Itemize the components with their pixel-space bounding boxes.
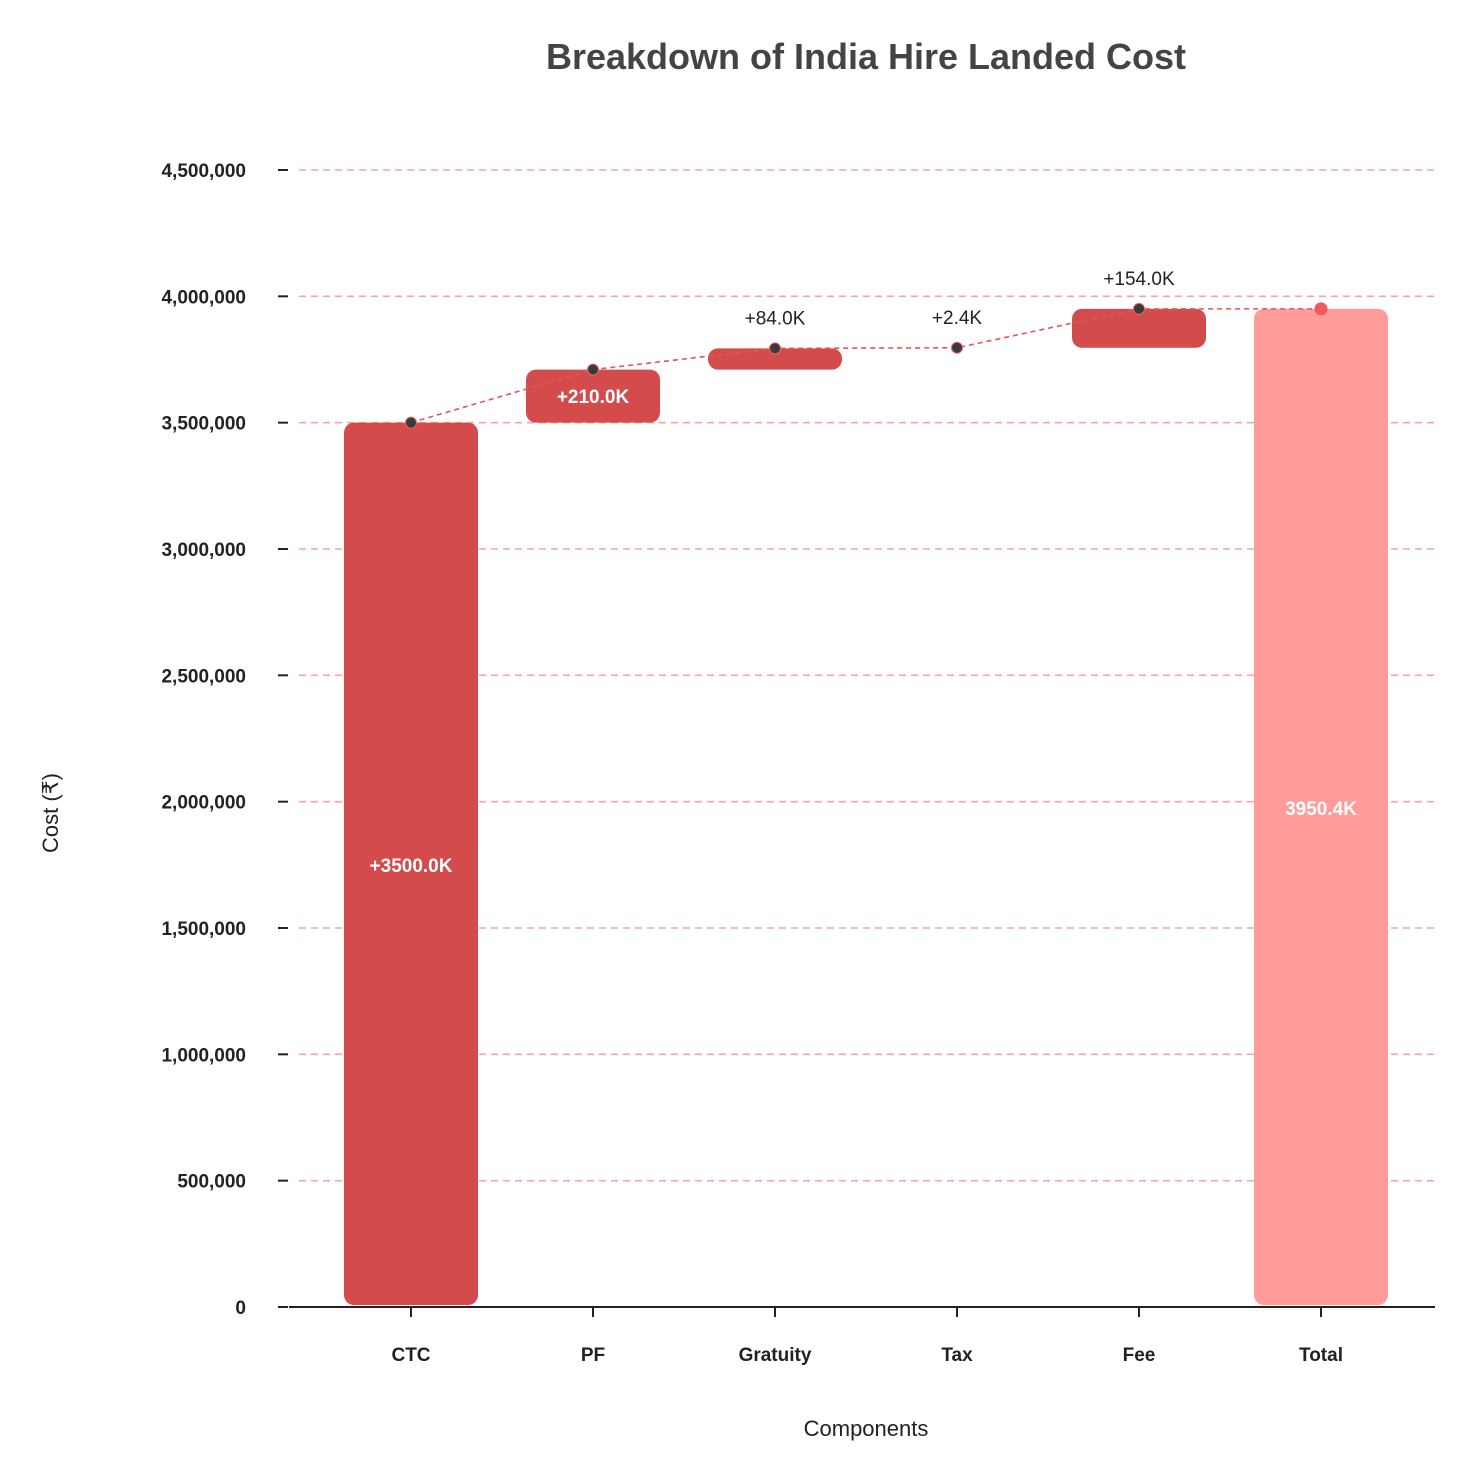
bar-ctc [344, 422, 478, 1306]
bar-label-total: 3950.4K [1285, 799, 1357, 820]
x-axis-label: Components [804, 1416, 929, 1441]
bar-label-tax: +2.4K [932, 308, 983, 329]
x-tick-label: CTC [391, 1345, 430, 1366]
y-tick-label: 500,000 [177, 1172, 246, 1193]
marker-fee [1133, 302, 1145, 315]
marker-tax [951, 341, 963, 354]
x-tick-label: Gratuity [739, 1345, 812, 1366]
gridlines [299, 169, 1435, 1182]
chart-title: Breakdown of India Hire Landed Cost [546, 36, 1186, 77]
x-tick-label: Fee [1123, 1345, 1156, 1366]
y-tick-label: 0 [235, 1298, 246, 1319]
y-axis-label: Cost (₹) [38, 773, 63, 853]
marker-ctc [405, 416, 417, 429]
y-tick-label: 3,500,000 [161, 414, 246, 435]
bars [344, 308, 1388, 1306]
y-tick-label: 4,000,000 [161, 287, 246, 308]
bar-total [1254, 308, 1388, 1305]
bar-fee [1072, 308, 1206, 348]
connectors [405, 302, 1328, 429]
bar-label-fee: +154.0K [1103, 269, 1175, 290]
y-tick-label: 1,500,000 [161, 919, 246, 940]
marker-total [1314, 302, 1328, 316]
y-tick-label: 2,500,000 [161, 666, 246, 687]
bar-gratuity [708, 348, 842, 370]
x-tick-label: PF [581, 1345, 605, 1366]
bar-labels: +3500.0K +210.0K +84.0K +2.4K +154.0K 3950.4K [370, 269, 1358, 877]
y-tick-label: 1,000,000 [161, 1045, 246, 1066]
y-tick-label: 2,000,000 [161, 793, 246, 814]
bar-pf [526, 369, 660, 423]
x-tick-label: Total [1299, 1345, 1343, 1366]
y-axis-ticks: 0 500,000 1,000,000 1,500,000 2,000,000 2,500… [161, 161, 288, 1319]
x-axis: CTC PF Gratuity Tax Fee Total [289, 1306, 1435, 1366]
marker-pf [587, 363, 599, 376]
bar-label-ctc: +3500.0K [370, 856, 453, 877]
y-tick-label: 3,000,000 [161, 540, 246, 561]
marker-gratuity [769, 342, 781, 355]
connector-line [410, 308, 1321, 424]
bar-label-gratuity: +84.0K [745, 308, 806, 329]
x-tick-label: Tax [941, 1345, 973, 1366]
y-tick-label: 4,500,000 [161, 161, 246, 182]
bar-label-pf: +210.0K [557, 387, 630, 408]
